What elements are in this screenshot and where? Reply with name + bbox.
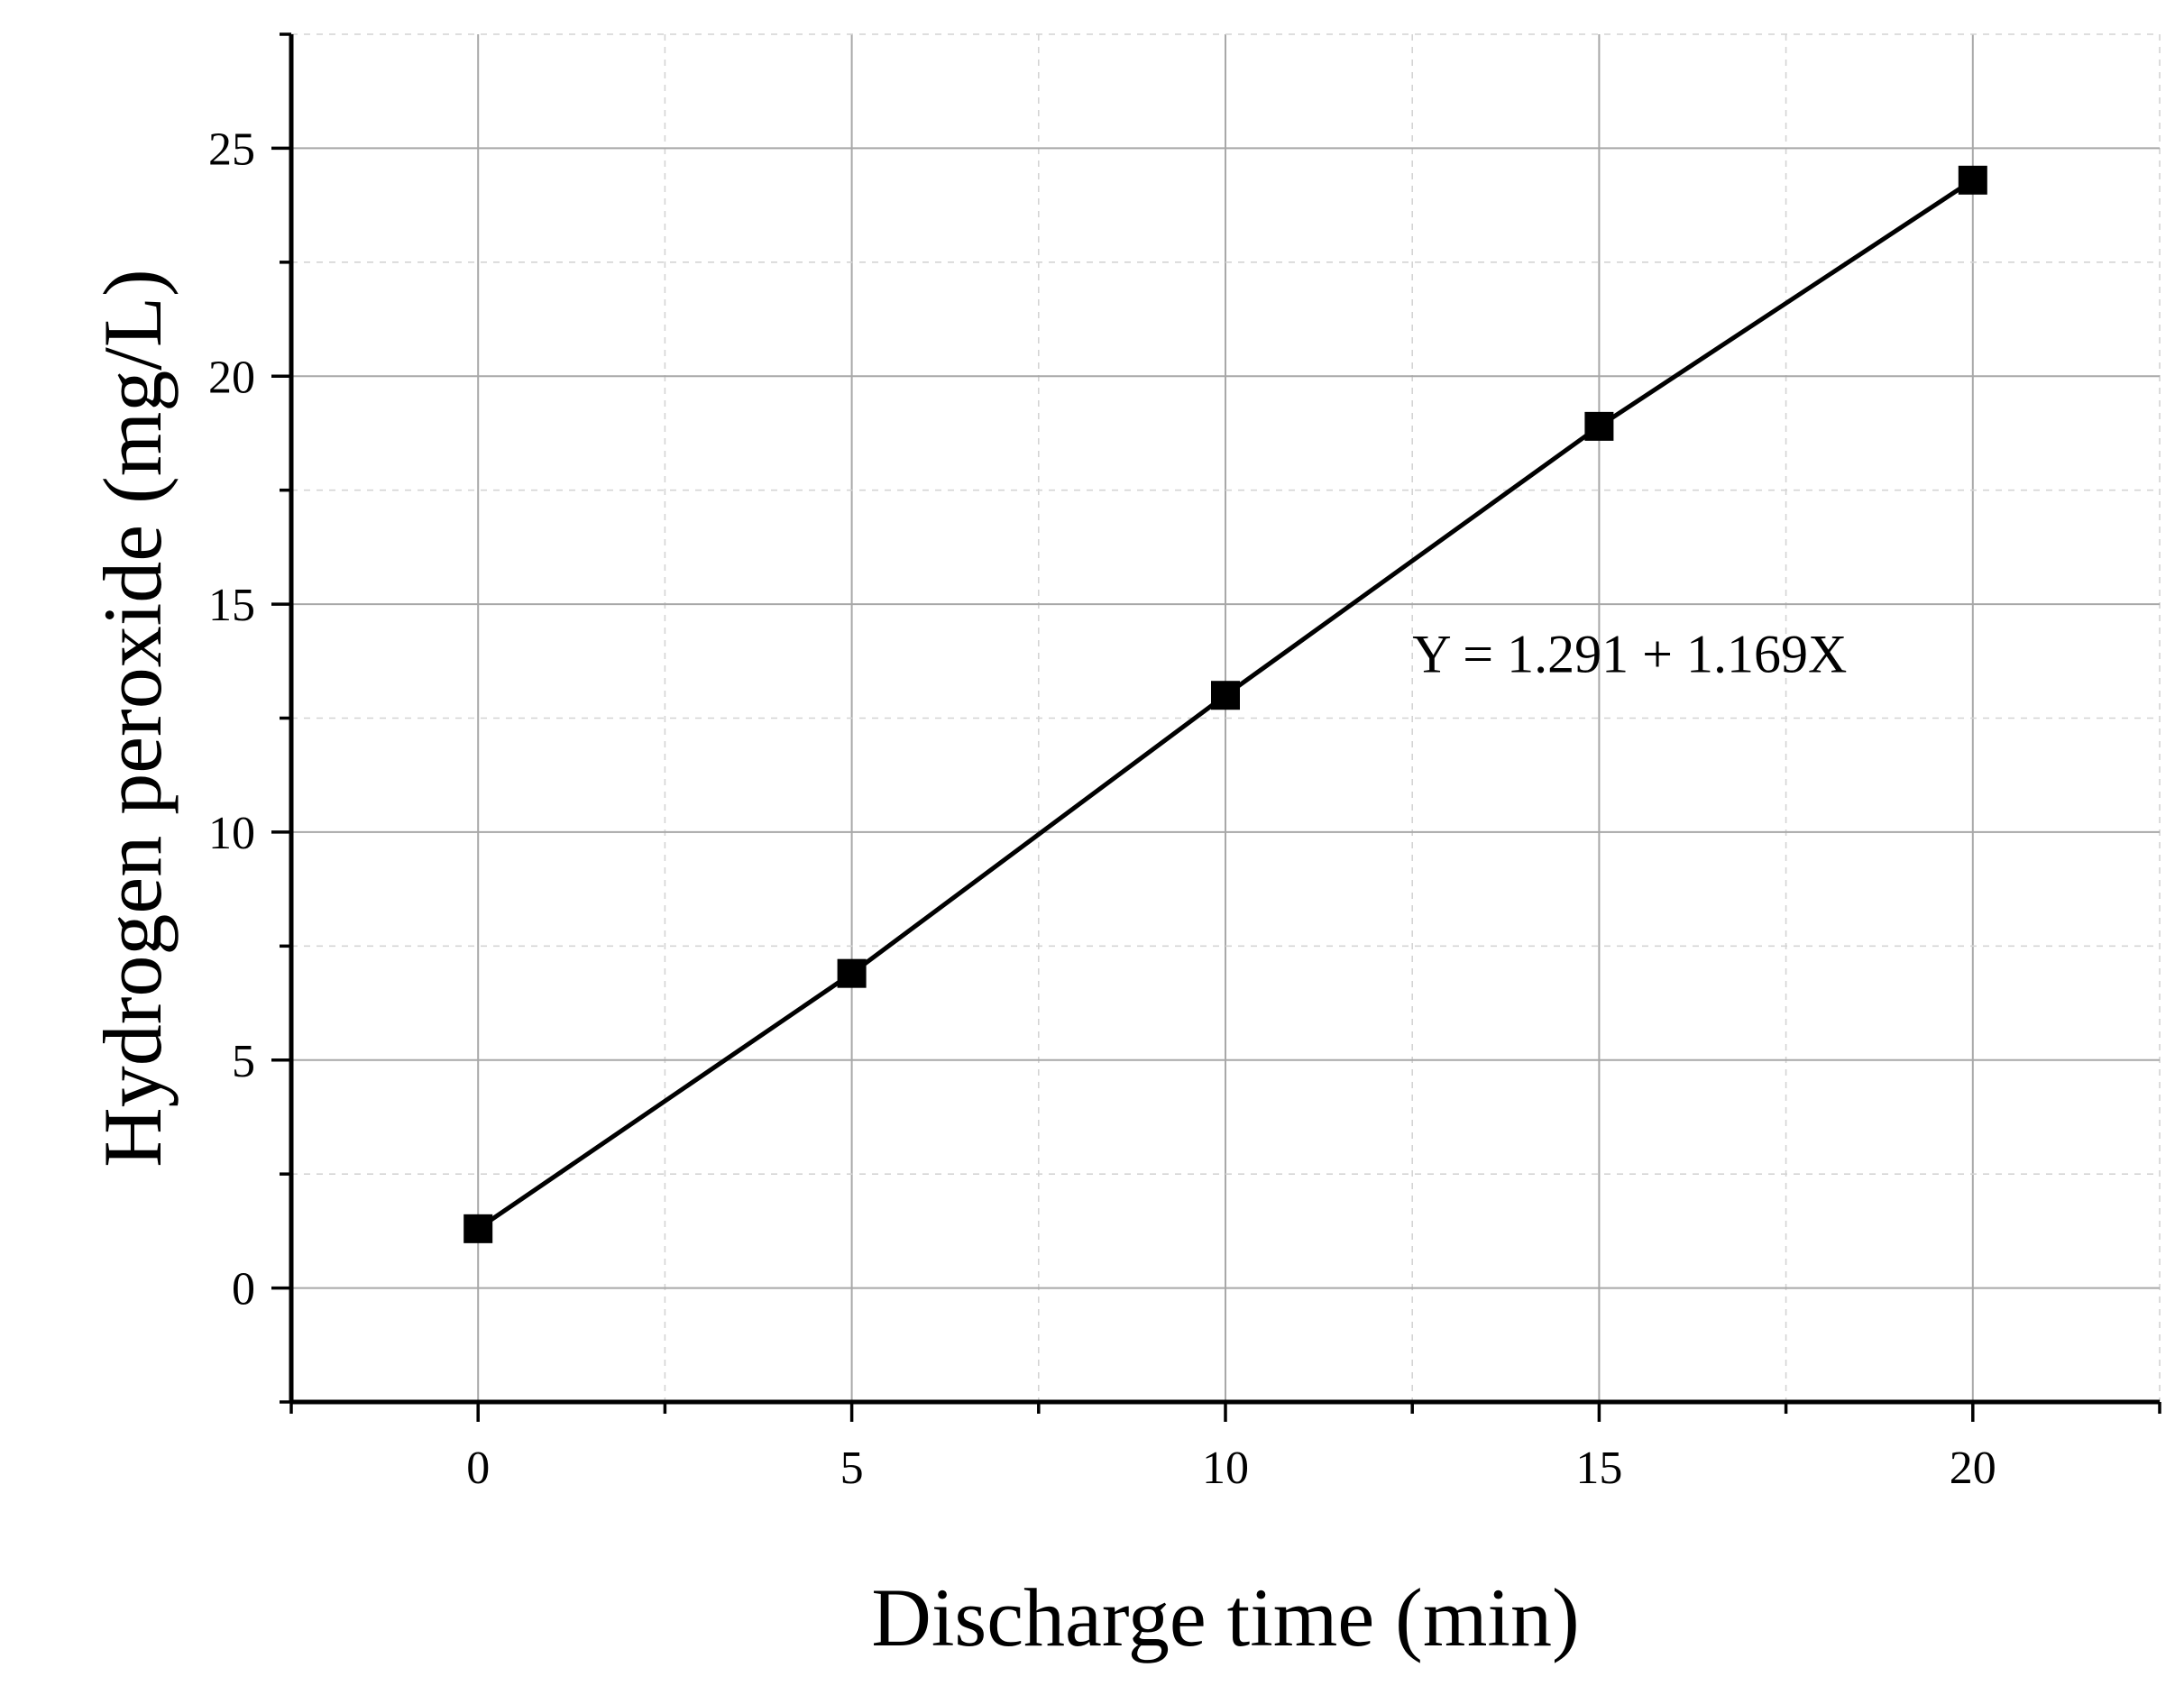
y-tick-label: 15 <box>208 580 255 631</box>
equation-annotation: Y = 1.291 + 1.169X <box>1412 625 1847 684</box>
data-point <box>463 1214 493 1243</box>
data-point <box>1958 165 1987 195</box>
y-tick-label: 25 <box>208 124 255 175</box>
data-point <box>1211 681 1240 710</box>
y-tick-label: 10 <box>208 808 255 859</box>
x-tick-label: 5 <box>840 1443 864 1494</box>
axes <box>271 32 2161 1422</box>
y-tick-label: 20 <box>208 352 255 403</box>
series-layer <box>463 165 1987 1243</box>
y-tick-label: 0 <box>232 1264 255 1315</box>
x-tick-label: 15 <box>1575 1443 1622 1494</box>
x-tick-label: 0 <box>466 1443 490 1494</box>
data-point <box>837 958 867 988</box>
y-tick-label: 5 <box>232 1036 255 1087</box>
y-axis-title: Hydrogen peroxide (mg/L) <box>87 269 179 1167</box>
data-point <box>1584 411 1614 441</box>
x-tick-label: 20 <box>1950 1443 1996 1494</box>
tick-labels: 0 5 10 15 20 0 5 10 15 20 25 <box>208 124 1996 1494</box>
x-axis-title: Discharge time (min) <box>871 1571 1579 1663</box>
x-tick-label: 10 <box>1202 1443 1249 1494</box>
